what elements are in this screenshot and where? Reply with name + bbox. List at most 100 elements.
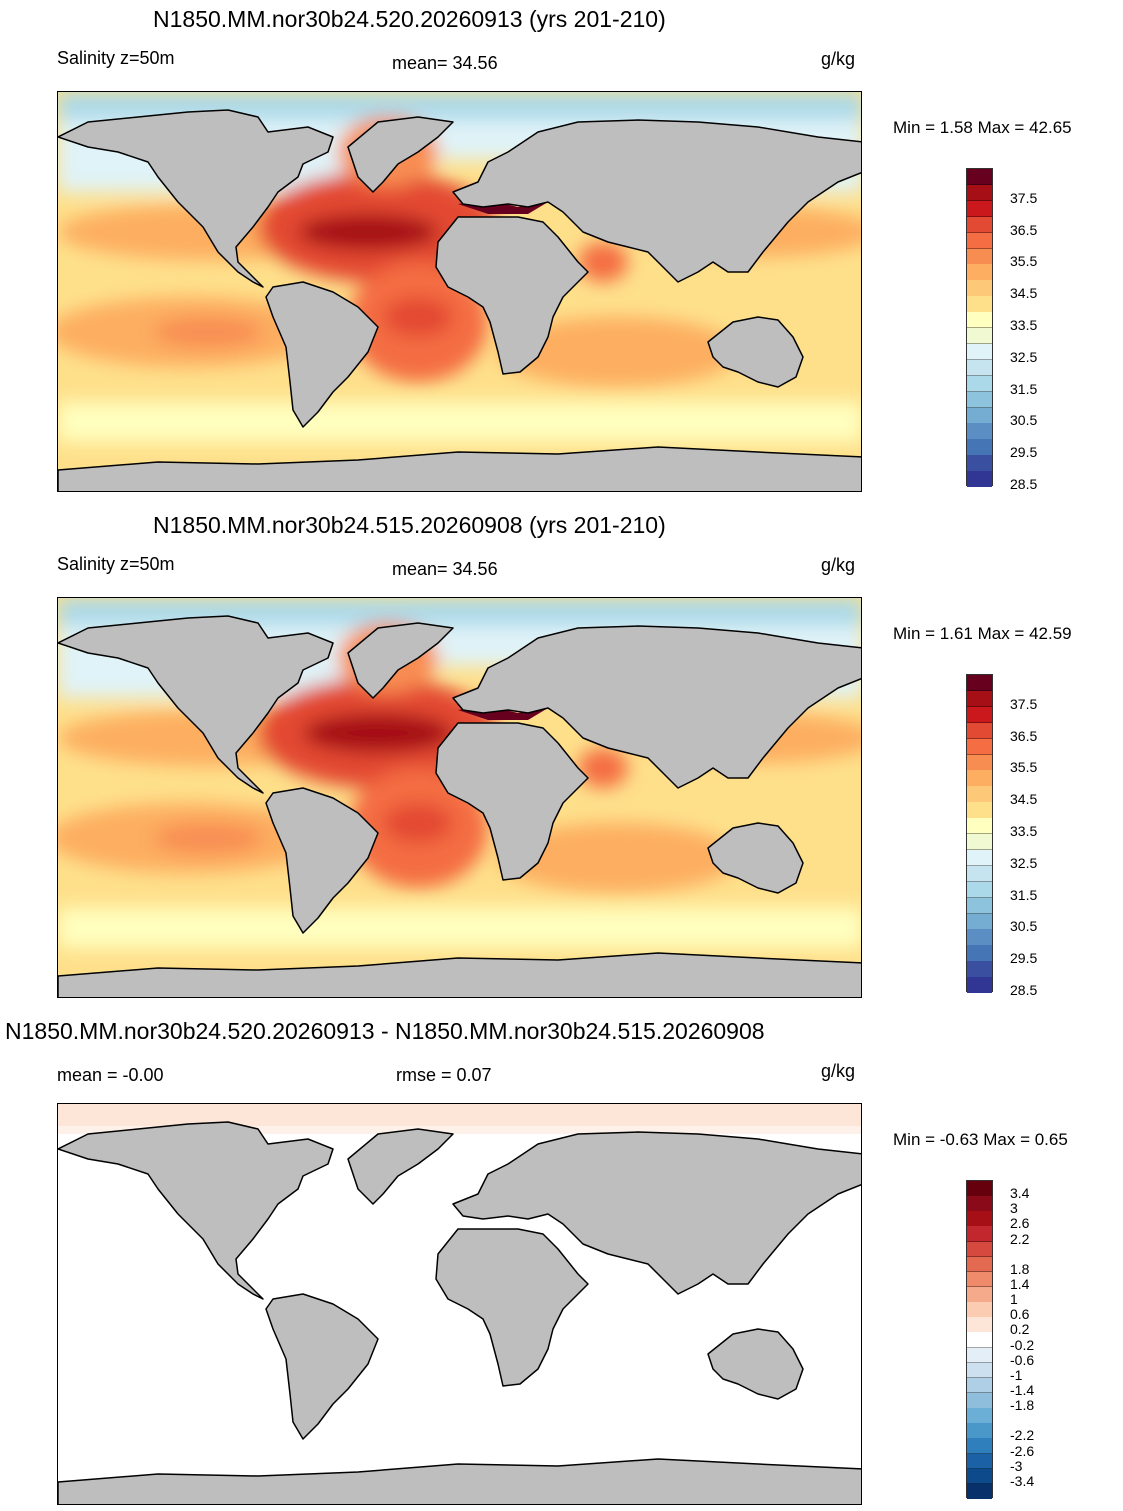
colorbar-swatch: [967, 1302, 992, 1318]
colorbar-swatch: [967, 1317, 992, 1333]
min-max-label: Min = -0.63 Max = 0.65: [893, 1130, 1068, 1149]
colorbar-swatch: [967, 1423, 992, 1439]
colorbar-label: 1: [1010, 1291, 1018, 1308]
colorbar-swatch: [967, 248, 992, 265]
units-label: g/kg: [821, 1061, 856, 1081]
colorbar-swatch: [967, 1362, 992, 1379]
salinity-map: [57, 597, 862, 998]
colorbar-label: 35.5: [1010, 253, 1038, 270]
colorbar-swatch: [967, 1453, 992, 1470]
colorbar-label: 2.2: [1010, 1230, 1030, 1247]
colorbar-label: 3.4: [1010, 1185, 1030, 1202]
colorbar-swatch: [967, 834, 992, 851]
colorbar-label: 28.5: [1010, 982, 1038, 998]
salinity-map: [57, 91, 862, 492]
colorbar-swatch: [967, 945, 992, 962]
colorbar-label: 29.5: [1010, 950, 1038, 967]
colorbar-swatch: [967, 232, 992, 249]
colorbar-swatch: [967, 929, 992, 946]
colorbar-swatch: [967, 184, 992, 202]
colorbar-swatch: [967, 423, 992, 440]
colorbar-swatch: [967, 1408, 992, 1424]
colorbar-label: -3.4: [1010, 1472, 1035, 1489]
colorbar-label: 30.5: [1010, 412, 1038, 429]
colorbar-label: 34.5: [1010, 791, 1038, 808]
colorbar-swatch: [967, 722, 992, 740]
panel-title: N1850.MM.nor30b24.520.20260913 (yrs 201-…: [153, 6, 666, 32]
colorbar-swatch: [967, 1271, 992, 1288]
colorbar-label: -0.6: [1010, 1351, 1035, 1368]
difference-map: [57, 1103, 862, 1505]
panel-title: N1850.MM.nor30b24.515.20260908 (yrs 201-…: [153, 512, 666, 538]
colorbar-swatch: [967, 1226, 992, 1243]
colorbar-swatch: [967, 439, 992, 456]
colorbar-swatch: [967, 786, 992, 803]
colorbar-label: 3: [1010, 1200, 1018, 1217]
colorbar-swatch: [967, 675, 992, 692]
colorbar-label: 1.8: [1010, 1260, 1030, 1277]
colorbar-label: 37.5: [1010, 695, 1038, 712]
colorbar: [966, 1180, 993, 1500]
colorbar-label: 31.5: [1010, 380, 1038, 397]
colorbar-label: -2.2: [1010, 1427, 1035, 1444]
colorbar-swatch: [967, 754, 992, 771]
colorbar-swatch: [967, 1438, 992, 1455]
colorbar-swatch: [967, 375, 992, 393]
colorbar-label: -1: [1010, 1366, 1023, 1383]
colorbar-swatch: [967, 391, 992, 408]
mean-label: mean = -0.00: [57, 1065, 164, 1085]
colorbar-swatch: [967, 1256, 992, 1273]
colorbar-swatch: [967, 216, 992, 234]
colorbar-swatch: [967, 802, 992, 819]
colorbar-label: 0.6: [1010, 1306, 1030, 1323]
panel-difference: N1850.MM.nor30b24.520.20260913 - N1850.M…: [0, 1012, 1123, 1511]
colorbar-swatch: [967, 1332, 992, 1349]
colorbar-swatch: [967, 328, 992, 345]
colorbar-label: 1.4: [1010, 1276, 1030, 1292]
colorbar-swatch: [967, 1483, 992, 1500]
colorbar-label: -1.4: [1010, 1382, 1035, 1398]
colorbar-swatch: [967, 455, 992, 472]
colorbar-swatch: [967, 1347, 992, 1364]
colorbar-label: 32.5: [1010, 854, 1038, 871]
colorbar-swatch: [967, 1377, 992, 1394]
colorbar-swatch: [967, 961, 992, 978]
colorbar-swatch: [967, 264, 992, 281]
variable-label: Salinity z=50m: [57, 554, 175, 574]
colorbar-label: -0.2: [1010, 1336, 1035, 1353]
colorbar-label: 28.5: [1010, 476, 1038, 492]
colorbar: [966, 674, 993, 994]
colorbar-label: 34.5: [1010, 285, 1038, 302]
colorbar-swatch: [967, 913, 992, 930]
colorbar-swatch: [967, 1468, 992, 1485]
mean-label: mean= 34.56: [392, 53, 498, 73]
colorbar-swatch: [967, 359, 992, 377]
colorbar-swatch: [967, 738, 992, 755]
colorbar: [966, 168, 993, 488]
colorbar-label: 33.5: [1010, 823, 1038, 839]
colorbar-swatch: [967, 770, 992, 787]
variable-label: Salinity z=50m: [57, 48, 175, 68]
colorbar-swatch: [967, 1196, 992, 1212]
colorbar-label: 35.5: [1010, 759, 1038, 776]
colorbar-swatch: [967, 471, 992, 488]
colorbar-swatch: [967, 169, 992, 186]
min-max-label: Min = 1.61 Max = 42.59: [893, 624, 1072, 643]
panel-model-520: N1850.MM.nor30b24.520.20260913 (yrs 201-…: [0, 0, 1123, 500]
colorbar-swatch: [967, 897, 992, 914]
colorbar-label: 37.5: [1010, 189, 1038, 206]
panel-model-515: N1850.MM.nor30b24.515.20260908 (yrs 201-…: [0, 506, 1123, 1006]
colorbar-label: 36.5: [1010, 221, 1038, 238]
colorbar-swatch: [967, 690, 992, 708]
colorbar-swatch: [967, 1287, 992, 1303]
colorbar-swatch: [967, 849, 992, 867]
colorbar-label: 33.5: [1010, 317, 1038, 333]
min-max-label: Min = 1.58 Max = 42.65: [893, 118, 1072, 137]
colorbar-swatch: [967, 1241, 992, 1258]
colorbar-label: -1.8: [1010, 1397, 1035, 1414]
colorbar-swatch: [967, 881, 992, 899]
colorbar-swatch: [967, 343, 992, 361]
colorbar-label: 29.5: [1010, 444, 1038, 461]
mean-label: mean= 34.56: [392, 559, 498, 579]
colorbar-swatch: [967, 280, 992, 297]
